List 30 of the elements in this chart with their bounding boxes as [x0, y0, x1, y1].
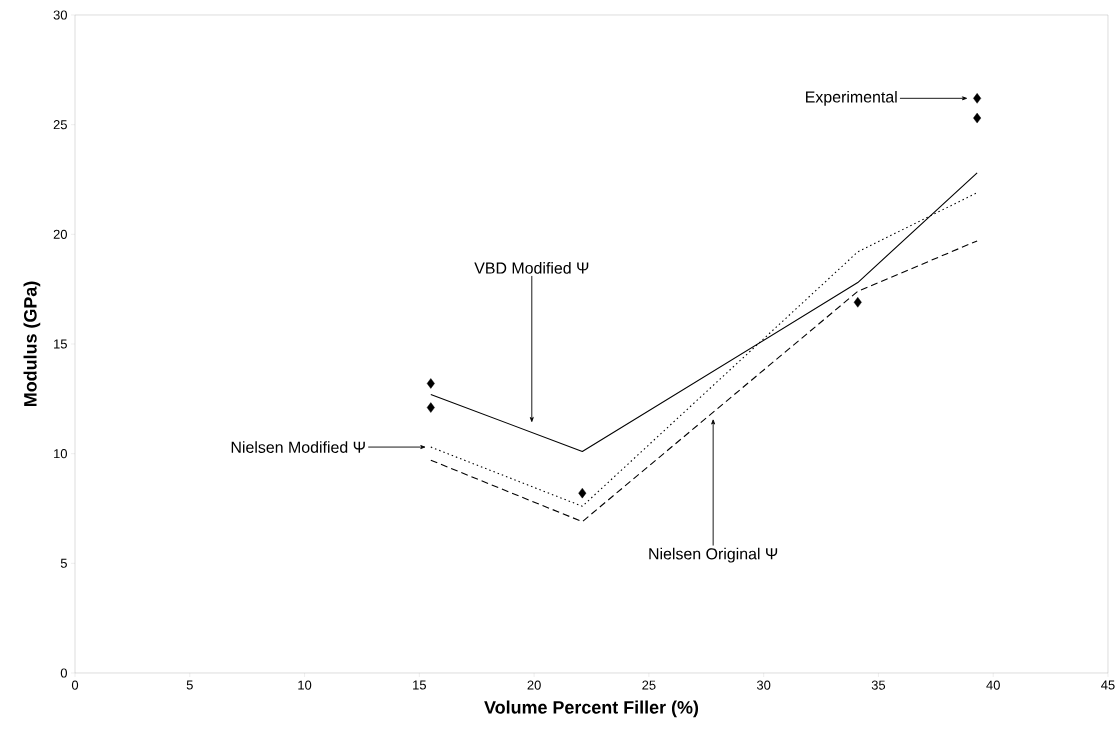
line-series	[430, 240, 978, 523]
annotation: Nielsen Modified Ψ	[231, 441, 365, 453]
x-tick-label: 0	[71, 680, 79, 690]
annotation: Nielsen Original Ψ	[649, 547, 778, 563]
x-tick-label: 5	[186, 680, 193, 690]
y-tick-label: 5	[60, 558, 67, 568]
point	[578, 487, 587, 499]
x-tick-label: 25	[642, 680, 656, 690]
x-tick-label: 35	[871, 680, 886, 690]
point	[426, 402, 435, 413]
y-tick-label: 10	[54, 449, 67, 459]
annotation: VBD Modified Ψ	[474, 262, 589, 274]
x-tick-label: 30	[756, 680, 771, 690]
point	[973, 93, 982, 104]
point	[853, 297, 862, 308]
x-tick-label: 15	[413, 680, 426, 690]
x-tick-label: 40	[986, 680, 1000, 690]
x-tick-label: 10	[298, 680, 312, 690]
y-tick-label: 15	[54, 339, 67, 349]
y-tick-label: 20	[53, 229, 67, 239]
x-tick-label: 20	[527, 680, 541, 690]
y-tick-label: 30	[53, 10, 67, 20]
y-tick-label: 25	[53, 120, 67, 130]
y-tick-label: 0	[60, 668, 67, 678]
x-tick-label: 45	[1101, 680, 1115, 690]
x-axis-title: Volume Percent Filler (%)	[484, 700, 699, 718]
point	[426, 378, 435, 389]
point	[973, 112, 982, 124]
annotation: Experimental	[806, 90, 897, 106]
y-axis-title: Modulus (GPa)	[23, 281, 41, 407]
